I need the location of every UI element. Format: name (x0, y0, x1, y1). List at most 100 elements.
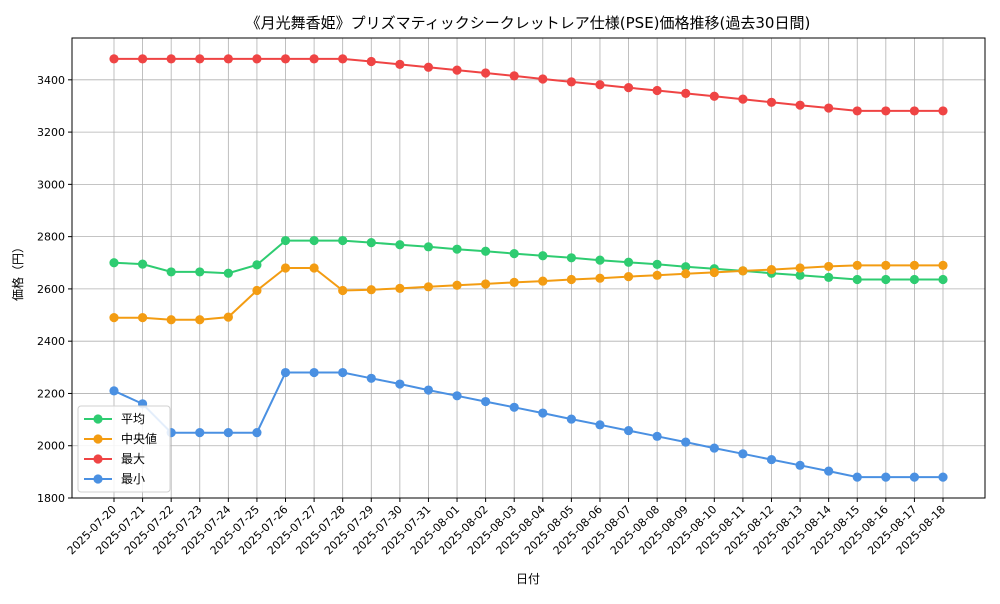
legend-label: 最大 (121, 452, 145, 466)
data-point (566, 77, 576, 87)
data-point (681, 262, 691, 272)
series-line (114, 264, 943, 321)
data-point (509, 402, 519, 412)
data-point (252, 285, 262, 296)
series-line (113, 239, 943, 281)
data-point (852, 260, 862, 270)
data-point (623, 272, 634, 282)
data-point (681, 88, 691, 99)
data-point (652, 431, 662, 441)
data-point (166, 54, 176, 64)
data-point (881, 274, 891, 285)
legend-item: 平均 (84, 412, 145, 426)
data-point (395, 59, 405, 69)
data-point (766, 264, 777, 275)
data-point (280, 367, 291, 378)
series-layer (109, 54, 948, 482)
data-point (538, 408, 548, 418)
data-point (366, 238, 376, 248)
data-point (538, 251, 548, 261)
y-tick-label: 3200 (37, 126, 65, 139)
data-point (824, 261, 834, 272)
data-point (195, 54, 205, 64)
data-point (280, 54, 291, 64)
legend-swatch-marker (93, 474, 103, 484)
data-point (109, 54, 119, 64)
data-point (252, 428, 262, 438)
data-point (652, 270, 662, 280)
data-point (309, 263, 319, 273)
data-point (824, 103, 834, 113)
y-tick-label: 2800 (37, 231, 65, 244)
data-point (795, 100, 805, 110)
y-tick-label: 3000 (37, 178, 65, 191)
data-point (824, 466, 834, 476)
x-axis-label: 日付 (516, 572, 540, 586)
data-point (252, 54, 262, 64)
data-point (137, 313, 148, 323)
data-point (309, 367, 319, 378)
y-tick-label: 2200 (37, 387, 65, 400)
data-point (423, 242, 434, 252)
data-point (795, 263, 805, 273)
series-1 (109, 260, 948, 325)
data-point (395, 240, 405, 250)
data-point (166, 267, 176, 277)
legend-label: 平均 (121, 412, 145, 426)
data-point (366, 285, 376, 295)
data-point (109, 258, 119, 268)
data-point (509, 277, 519, 287)
data-point (423, 385, 434, 395)
data-point (538, 276, 548, 286)
data-point (109, 313, 119, 323)
data-point (223, 312, 233, 322)
data-point (738, 449, 748, 459)
data-point (709, 443, 719, 453)
data-point (652, 259, 662, 269)
data-point (709, 91, 719, 101)
y-tick-label: 2400 (37, 335, 65, 348)
data-point (623, 83, 634, 93)
data-point (195, 428, 205, 438)
legend-swatch-marker (93, 434, 103, 444)
data-point (938, 472, 948, 482)
data-point (166, 315, 176, 325)
data-point (766, 97, 777, 107)
data-point (338, 285, 348, 296)
data-point (738, 266, 748, 276)
legend-item: 最大 (84, 452, 145, 466)
chart-title: 《月光舞香姫》プリズマティックシークレットレア仕様(PSE)価格推移(過去30日… (246, 14, 811, 32)
data-point (395, 283, 405, 293)
data-point (595, 255, 605, 265)
data-point (566, 253, 576, 263)
data-point (795, 270, 805, 280)
y-axis: 1800 2000 2200 2400 2600 2800 3000 3200 3400 (37, 74, 72, 505)
data-point (395, 379, 405, 389)
data-point (195, 315, 205, 325)
data-point (338, 54, 348, 64)
data-point (509, 249, 519, 259)
legend-box (77, 405, 171, 493)
data-point (223, 268, 233, 278)
data-point (623, 425, 634, 436)
data-point (909, 260, 920, 270)
data-point (681, 269, 691, 279)
series-line (114, 57, 943, 112)
data-point (824, 272, 834, 283)
data-point (452, 391, 462, 401)
data-point (309, 54, 319, 64)
series-line (113, 371, 943, 479)
data-point (366, 373, 376, 383)
data-point (481, 246, 491, 256)
data-point (109, 386, 119, 396)
data-point (452, 280, 462, 290)
data-point (280, 235, 291, 246)
data-point (137, 259, 148, 269)
data-point (223, 54, 233, 64)
data-point (366, 56, 376, 67)
data-point (738, 94, 748, 104)
data-point (452, 244, 462, 254)
